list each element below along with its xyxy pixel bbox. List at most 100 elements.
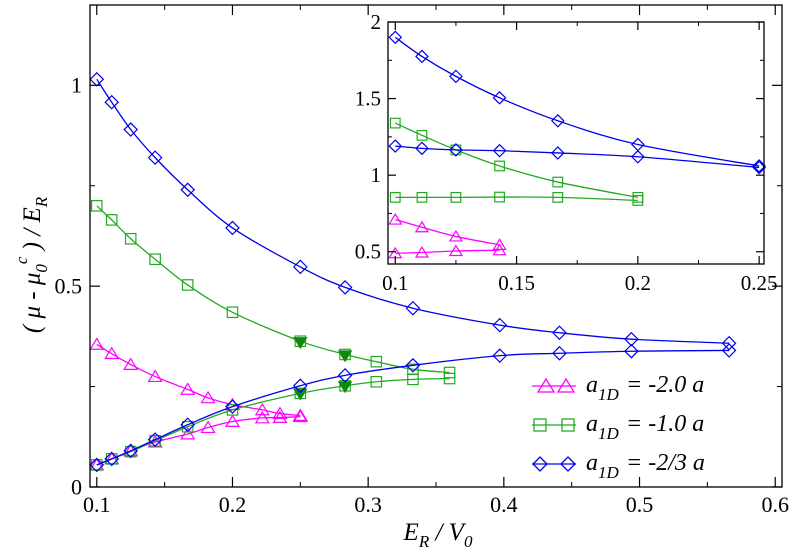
- marker-triangle: [200, 390, 216, 404]
- marker-square: [149, 253, 161, 266]
- plot-frame: [387, 21, 765, 265]
- legend-label: = -2/3 a: [626, 450, 705, 476]
- marker-diamond: [147, 150, 163, 165]
- y-tick-label: 0.5: [355, 240, 381, 264]
- marker-square: [552, 176, 564, 188]
- x-tick-label: 0.2: [625, 271, 651, 295]
- marker-triangle: [272, 410, 288, 423]
- y-tick-label: 0.5: [55, 273, 83, 298]
- marker-square: [105, 453, 118, 465]
- marker-square: [443, 372, 456, 385]
- legend-entry-a1d-1.0: a1D = -1.0 a: [532, 411, 704, 443]
- marker-diamond: [388, 30, 403, 45]
- legend-entry-a1d-2/3: a1D = -2/3 a: [532, 450, 705, 482]
- marker-diamond: [405, 357, 421, 373]
- marker-diamond: [752, 160, 766, 175]
- legend-marker-right: [556, 377, 576, 393]
- legend-marker-left: [536, 377, 556, 393]
- x-tick-label: 0.25: [741, 271, 778, 295]
- marker-square: [226, 404, 239, 416]
- marker-triangle: [388, 213, 403, 225]
- marker-diamond: [550, 113, 565, 128]
- marker-square: [416, 129, 428, 141]
- marker-square: [494, 160, 505, 172]
- marker-square: [105, 214, 118, 226]
- legend-marker-right: [560, 456, 576, 472]
- marker-diamond: [721, 343, 737, 358]
- main-plot-area: 0.1 0.2 0.3 0.4 0.5 0.6 0 0.5 1: [55, 4, 789, 517]
- marker-triangle: [292, 408, 308, 421]
- series-0: [388, 213, 507, 259]
- x-tick-label: 0.2: [219, 492, 247, 517]
- marker-diamond: [552, 325, 567, 341]
- marker-square: [416, 191, 428, 203]
- marker-diamond: [180, 182, 196, 198]
- marker-triangle: [104, 346, 120, 360]
- series-line-lower: [96, 416, 301, 466]
- marker-diamond: [225, 399, 240, 415]
- marker-square: [494, 191, 505, 203]
- series-line-lower: [96, 349, 730, 466]
- marker-triangle: [292, 409, 308, 423]
- marker-diamond: [104, 94, 120, 110]
- marker-diamond: [388, 139, 403, 153]
- marker-diamond: [552, 345, 567, 361]
- marker-diamond: [492, 143, 507, 158]
- legend: a1D = -2.0 a a1D = -1.0 a a1D = -2/3 a: [532, 372, 705, 482]
- series-2: [388, 30, 766, 175]
- marker-diamond: [721, 335, 737, 351]
- marker-triangle: [254, 402, 270, 416]
- marker-diamond: [180, 417, 196, 433]
- marker-square: [632, 195, 644, 206]
- series-line-upper: [395, 122, 638, 199]
- series-line-upper: [96, 343, 301, 417]
- marker-diamond: [449, 69, 463, 84]
- marker-filled-triangle: [337, 350, 353, 363]
- marker-diamond: [123, 443, 139, 459]
- marker-triangle: [147, 369, 163, 383]
- marker-square: [181, 279, 194, 291]
- panel-background: [388, 22, 764, 264]
- marker-diamond: [225, 220, 240, 236]
- x-axis-label: ER / V0: [403, 519, 473, 551]
- x-tick-label: 0.6: [761, 492, 789, 517]
- marker-diamond: [415, 49, 429, 64]
- x-tick-label: 0.3: [354, 492, 382, 517]
- x-tick-label: 0.5: [626, 492, 654, 517]
- marker-triangle: [180, 382, 196, 395]
- marker-diamond: [631, 149, 645, 164]
- marker-square: [370, 355, 383, 368]
- x-tick-label: 0.1: [83, 492, 111, 517]
- legend-marker-left: [533, 418, 547, 432]
- marker-diamond: [292, 259, 308, 275]
- series-line-lower: [395, 145, 760, 169]
- marker-square: [90, 200, 103, 212]
- marker-diamond: [123, 122, 139, 137]
- y-axis-label: ( μ - μ0c ) / ER: [12, 196, 51, 333]
- main-axis-labels: ER / V0 ( μ - μ0c ) / ER: [12, 196, 473, 551]
- marker-square: [124, 232, 137, 245]
- marker-triangle: [200, 420, 216, 434]
- marker-diamond: [292, 378, 308, 394]
- y-tick-label: 1: [371, 163, 382, 187]
- series-line-upper: [395, 218, 500, 246]
- marker-diamond: [492, 348, 508, 364]
- marker-triangle: [89, 337, 105, 350]
- marker-diamond: [624, 331, 639, 347]
- y-tick-label: 1: [71, 73, 82, 98]
- marker-diamond: [624, 343, 639, 359]
- marker-triangle: [414, 220, 430, 233]
- marker-filled-triangle: [293, 388, 308, 401]
- marker-diamond: [89, 457, 105, 473]
- marker-diamond: [492, 317, 508, 333]
- marker-square: [226, 306, 239, 319]
- svg-text:( μ - μ0c ) / ER: ( μ - μ0c ) / ER: [12, 196, 51, 333]
- marker-triangle: [272, 406, 288, 419]
- x-tick-label: 0.15: [498, 271, 535, 295]
- marker-square: [450, 191, 462, 203]
- marker-square: [389, 191, 401, 203]
- marker-triangle: [180, 426, 196, 440]
- marker-diamond: [550, 146, 565, 160]
- legend-marker-left: [532, 456, 548, 472]
